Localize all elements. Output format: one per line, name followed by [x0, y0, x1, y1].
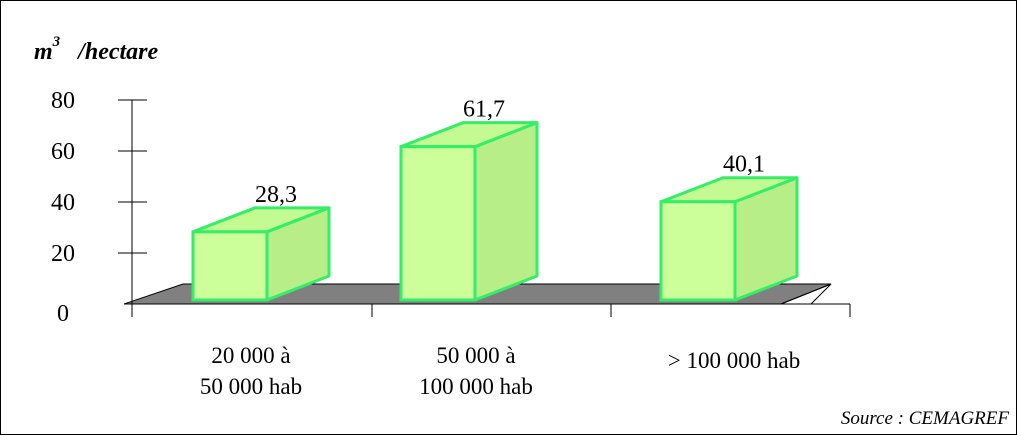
- category-label-line: 20 000 à: [211, 343, 290, 368]
- unit-label-superscript: 3: [52, 34, 61, 50]
- y-axis: 0 20 40 60 80: [51, 88, 851, 327]
- bar: [399, 121, 539, 302]
- category-label-line: > 100 000 hab: [668, 348, 800, 373]
- category-label: 50 000 à 100 000 hab: [419, 343, 533, 399]
- category-label: 20 000 à 50 000 hab: [200, 343, 302, 399]
- y-tick-label: 60: [51, 139, 75, 165]
- category-label: > 100 000 hab: [668, 348, 800, 373]
- unit-label-rest: /hectare: [76, 39, 158, 65]
- floor-edge: [780, 283, 832, 305]
- source-label: Source : CEMAGREF: [841, 408, 1010, 429]
- bar: [659, 176, 799, 302]
- bar-front: [399, 145, 477, 302]
- bar-front: [191, 230, 269, 302]
- category-label-line: 50 000 à: [436, 343, 515, 368]
- unit-label-base: m: [34, 39, 53, 65]
- y-tick-label: 20: [51, 241, 75, 267]
- y-tick-label: 80: [51, 88, 75, 114]
- category-label-line: 100 000 hab: [419, 374, 533, 399]
- labels: 28,3 61,7 40,1 20 000 à 50 000 hab 50 000 à 10…: [200, 97, 800, 399]
- data-label: 61,7: [463, 97, 505, 123]
- bar-side: [473, 121, 539, 302]
- data-label: 28,3: [255, 182, 297, 208]
- bar-front: [659, 200, 737, 302]
- bars: [191, 121, 799, 302]
- bar: [191, 206, 331, 302]
- y-tick-label: 40: [51, 190, 75, 216]
- y-tick-label: 0: [57, 301, 69, 327]
- unit-label: m3/hectare: [34, 34, 159, 65]
- data-label: 40,1: [723, 152, 765, 178]
- category-label-line: 50 000 hab: [200, 374, 302, 399]
